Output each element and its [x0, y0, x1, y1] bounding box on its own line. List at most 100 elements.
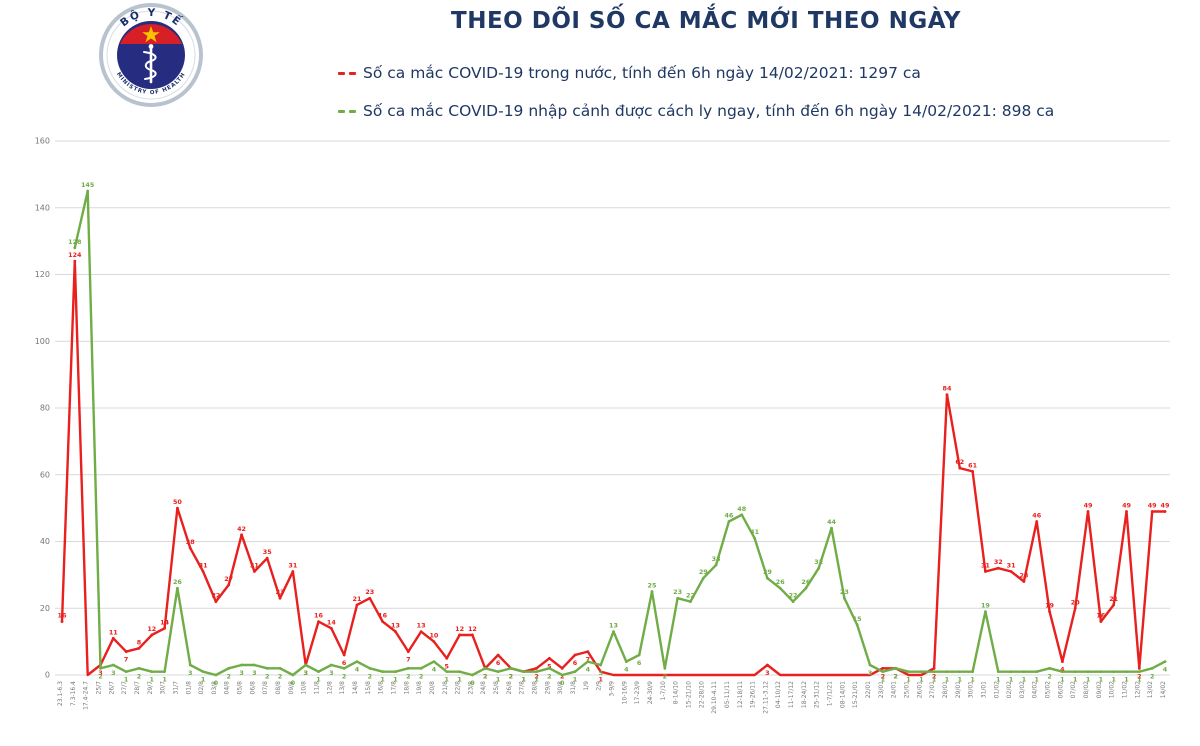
- data-point: [1099, 670, 1103, 674]
- data-point: [535, 670, 538, 674]
- x-axis-tick-label: 29/7: [147, 681, 154, 695]
- data-point: [471, 673, 474, 677]
- x-axis-tick-label: 30/8: [557, 681, 564, 695]
- data-point-label: 1: [162, 676, 166, 684]
- x-axis-tick-label: 27.11-3.12: [762, 681, 769, 714]
- data-point-label: 3: [303, 669, 307, 677]
- data-point-label: 3: [239, 669, 243, 677]
- data-point-label: 0: [214, 679, 219, 687]
- data-point: [830, 526, 833, 530]
- x-axis-tick-label: 08/8: [275, 681, 282, 695]
- data-point: [586, 650, 590, 654]
- data-point: [676, 596, 680, 600]
- data-point: [445, 656, 449, 660]
- data-point: [458, 633, 461, 637]
- data-point-label: 2: [1150, 672, 1154, 680]
- y-axis-tick-label: 80: [40, 404, 50, 413]
- x-axis-tick-label: 07/8: [262, 681, 269, 695]
- x-axis-tick-label: 24/01: [891, 681, 898, 698]
- data-point: [240, 663, 243, 667]
- x-axis-tick-label: 03/02: [1019, 681, 1026, 698]
- x-axis-tick-label: 29.10-4.11: [711, 681, 718, 714]
- data-point: [496, 653, 500, 657]
- data-point-label: 13: [391, 622, 400, 630]
- data-point-label: 3: [188, 669, 192, 677]
- x-axis-tick-label: 30/01: [968, 681, 975, 698]
- data-point-label: 1: [881, 676, 885, 684]
- data-point-label: 2: [547, 672, 551, 680]
- data-point-label: 1: [1022, 676, 1026, 684]
- data-point-label: 1: [1086, 676, 1090, 684]
- data-point: [111, 636, 115, 640]
- data-point-label: 2: [509, 672, 513, 680]
- y-axis-tick-label: 120: [35, 270, 50, 279]
- data-point: [137, 646, 141, 650]
- data-point-label: 128: [68, 238, 82, 246]
- x-axis-tick-label: 11/02: [1122, 681, 1129, 698]
- x-axis-tick-label: 23.1-6.3: [57, 681, 64, 706]
- data-point-label: 49: [1161, 501, 1170, 509]
- data-point: [535, 666, 538, 670]
- x-axis-tick-label: 04/02: [1032, 681, 1039, 698]
- data-point-label: 6: [342, 659, 347, 667]
- data-point: [176, 506, 179, 510]
- data-point-label: 2: [278, 672, 282, 680]
- data-point-label: 1: [573, 676, 577, 684]
- data-point: [958, 466, 962, 470]
- data-point-label: 2: [1047, 672, 1051, 680]
- data-point: [458, 670, 461, 674]
- data-point: [1163, 660, 1167, 664]
- data-point-label: 49: [1148, 501, 1157, 509]
- x-axis-tick-label: 24/8: [480, 681, 487, 695]
- x-axis-tick-label: 14/02: [1160, 681, 1167, 698]
- data-point-label: 3: [252, 669, 256, 677]
- data-point-label: 31: [981, 562, 990, 570]
- data-point-label: 29: [763, 568, 772, 576]
- data-point: [86, 189, 90, 193]
- data-point: [317, 620, 320, 623]
- data-point: [496, 670, 500, 674]
- x-axis-tick-label: 31/01: [980, 681, 987, 698]
- x-axis-tick-label: 15-21/10: [685, 681, 692, 708]
- x-axis-tick-label: 15-21/01: [852, 681, 859, 708]
- data-point-label: 1: [124, 676, 128, 684]
- x-axis-tick-label: 01/02: [993, 681, 1000, 698]
- data-point-label: 16: [58, 612, 67, 620]
- ministry-of-health-logo: BỘ Y TẾ MINISTRY OF HEALTH: [99, 3, 203, 107]
- x-axis-tick-label: 3-9/9: [609, 681, 616, 697]
- data-point-label: 145: [81, 181, 94, 189]
- data-point: [907, 670, 910, 674]
- data-point: [599, 663, 603, 667]
- data-point-label: 20: [1071, 598, 1080, 606]
- data-point: [432, 660, 436, 664]
- data-point: [1035, 520, 1039, 523]
- data-point: [1163, 510, 1167, 513]
- data-point: [522, 670, 526, 674]
- data-point: [663, 666, 667, 670]
- data-point-label: 26: [173, 578, 182, 586]
- data-point: [163, 626, 167, 630]
- data-point: [201, 570, 205, 573]
- data-point-label: 46: [724, 511, 733, 519]
- data-point: [265, 556, 269, 560]
- data-point-label: 3: [598, 669, 602, 677]
- data-point-label: 3: [868, 669, 872, 677]
- data-point: [73, 246, 77, 250]
- data-point: [304, 663, 308, 667]
- data-point-label: 41: [750, 528, 759, 536]
- data-point-label: 0: [291, 679, 296, 687]
- data-point: [1086, 510, 1090, 513]
- data-point-label: 4: [624, 666, 629, 674]
- data-point-label: 1: [534, 676, 538, 684]
- x-axis-tick-label: 18/8: [403, 681, 410, 695]
- data-point-label: 7: [406, 656, 410, 664]
- x-axis-tick-label: 12-18/11: [737, 681, 744, 708]
- data-point: [624, 660, 628, 664]
- data-point-label: 5: [547, 662, 551, 670]
- data-point-label: 2: [265, 672, 269, 680]
- data-point: [996, 566, 1000, 570]
- data-point: [1073, 606, 1077, 610]
- data-point-label: 2: [483, 672, 487, 680]
- x-axis-tick-label: 15/8: [365, 681, 372, 695]
- data-point-label: 2: [1137, 672, 1141, 680]
